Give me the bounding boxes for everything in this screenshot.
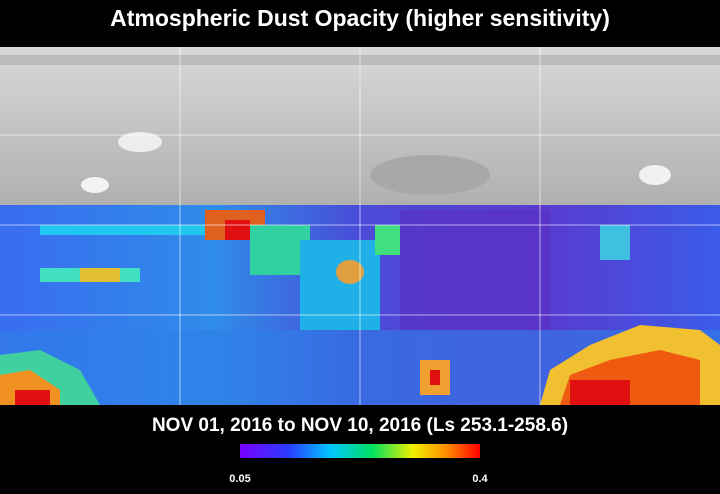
- period: NOV 01, 2016 to NOV 10, 2016 (Ls 253.1-2…: [152, 415, 568, 436]
- volcano: [81, 177, 109, 193]
- dust-patch: [15, 390, 50, 405]
- colorbar-max: 0.4: [472, 473, 488, 485]
- dust-patch: [80, 268, 120, 282]
- title: Atmospheric Dust Opacity (higher sensiti…: [110, 5, 610, 31]
- map: [0, 47, 720, 405]
- colorbar-min: 0.05: [229, 473, 250, 485]
- dust-patch: [400, 210, 550, 330]
- volcano: [639, 165, 671, 185]
- dust-patch: [225, 220, 250, 240]
- dust-patch: [430, 370, 440, 385]
- dust-patch: [336, 260, 364, 284]
- graticule: [0, 47, 720, 405]
- volcano: [118, 132, 162, 152]
- dust-patch: [40, 225, 210, 235]
- dust-patch: [570, 380, 630, 405]
- dust-patch: [300, 240, 380, 330]
- basin: [370, 155, 490, 195]
- dust-patch: [600, 225, 630, 260]
- dust-patch: [375, 225, 400, 255]
- colorbar: [240, 444, 480, 458]
